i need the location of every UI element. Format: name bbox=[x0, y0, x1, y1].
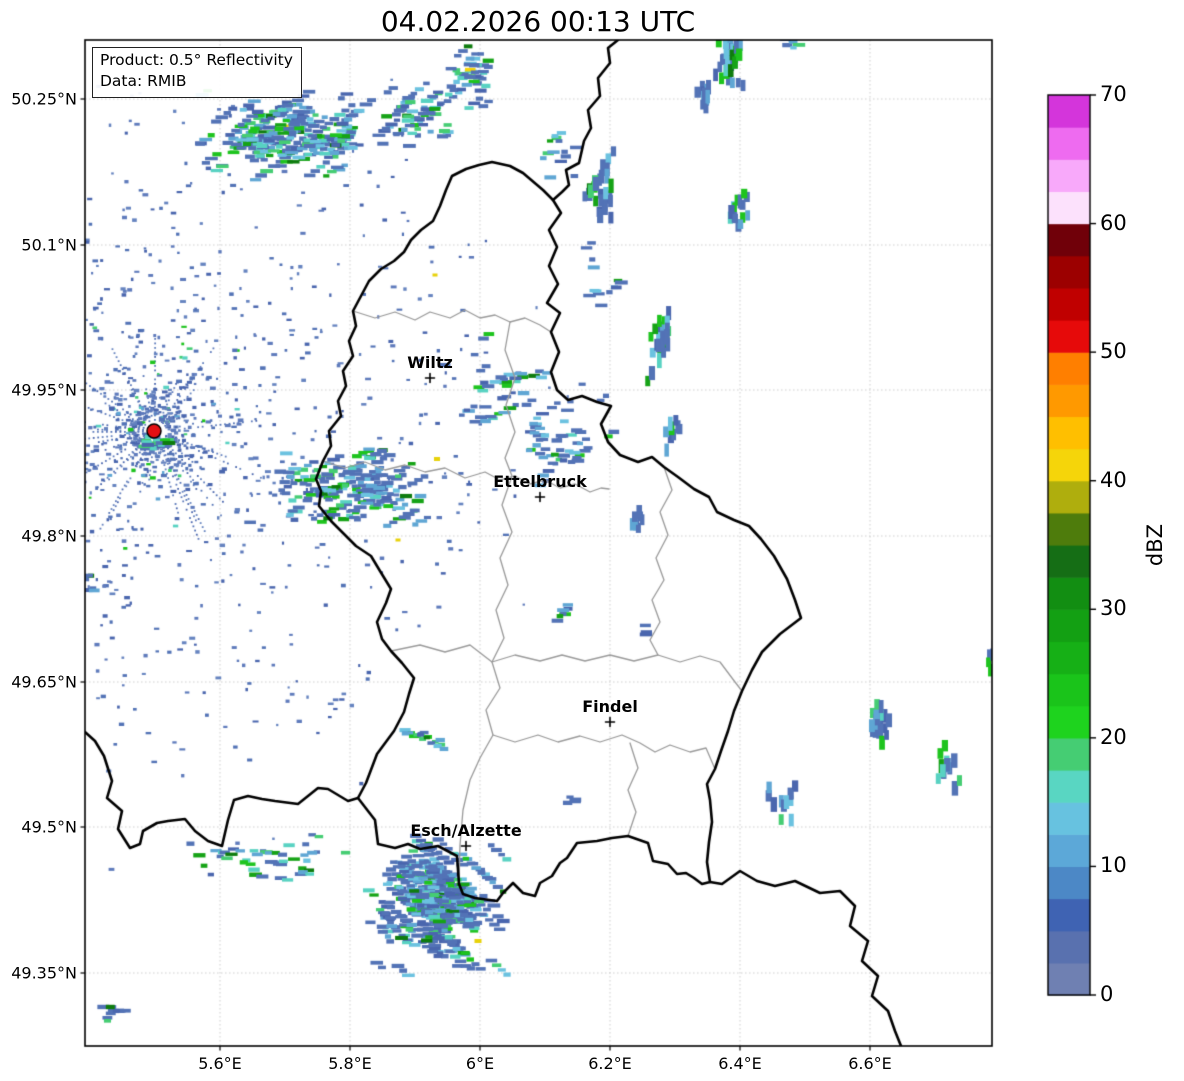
colorbar-tick-label: 50 bbox=[1100, 339, 1127, 364]
city-label: Ettelbruck bbox=[493, 472, 587, 491]
city-label: Esch/Alzette bbox=[410, 821, 522, 840]
x-axis-tick-label: 6°E bbox=[465, 1054, 495, 1073]
y-axis-tick-label: 49.35°N bbox=[11, 963, 77, 983]
colorbar-tick-label: 60 bbox=[1100, 210, 1127, 235]
x-axis-tick-label: 6.2°E bbox=[588, 1054, 632, 1073]
colorbar-tick-label: 70 bbox=[1100, 82, 1127, 107]
x-axis-tick-label: 5.6°E bbox=[198, 1054, 242, 1073]
y-axis-tick-label: 50.1°N bbox=[21, 235, 77, 255]
colorbar-tick-label: 0 bbox=[1100, 982, 1114, 1007]
colorbar-tick-label: 10 bbox=[1100, 853, 1127, 878]
city-label: Findel bbox=[582, 697, 638, 716]
data-source-line: Data: RMIB bbox=[100, 72, 187, 91]
city-label: Wiltz bbox=[407, 353, 453, 372]
product-info-line: Product: 0.5° Reflectivity bbox=[100, 51, 293, 69]
x-axis-tick-label: 6.4°E bbox=[718, 1054, 762, 1073]
colorbar-tick-label: 40 bbox=[1100, 467, 1127, 492]
x-axis-tick-label: 5.8°E bbox=[328, 1054, 372, 1073]
y-axis-tick-label: 49.65°N bbox=[11, 672, 77, 692]
product-info-box: Product: 0.5° Reflectivity Data: RMIB bbox=[92, 47, 302, 98]
colorbar-tick-label: 30 bbox=[1100, 596, 1127, 621]
y-axis-tick-label: 49.5°N bbox=[21, 817, 77, 837]
page-title: 04.02.2026 00:13 UTC bbox=[380, 5, 696, 38]
x-axis-tick-label: 6.6°E bbox=[848, 1054, 892, 1073]
colorbar-tick-label: 20 bbox=[1100, 724, 1127, 749]
y-axis-tick-label: 49.95°N bbox=[11, 380, 77, 400]
y-axis-tick-label: 49.8°N bbox=[21, 526, 77, 546]
y-axis-tick-label: 50.25°N bbox=[11, 89, 77, 109]
colorbar-axis-label: dBZ bbox=[1143, 523, 1167, 567]
